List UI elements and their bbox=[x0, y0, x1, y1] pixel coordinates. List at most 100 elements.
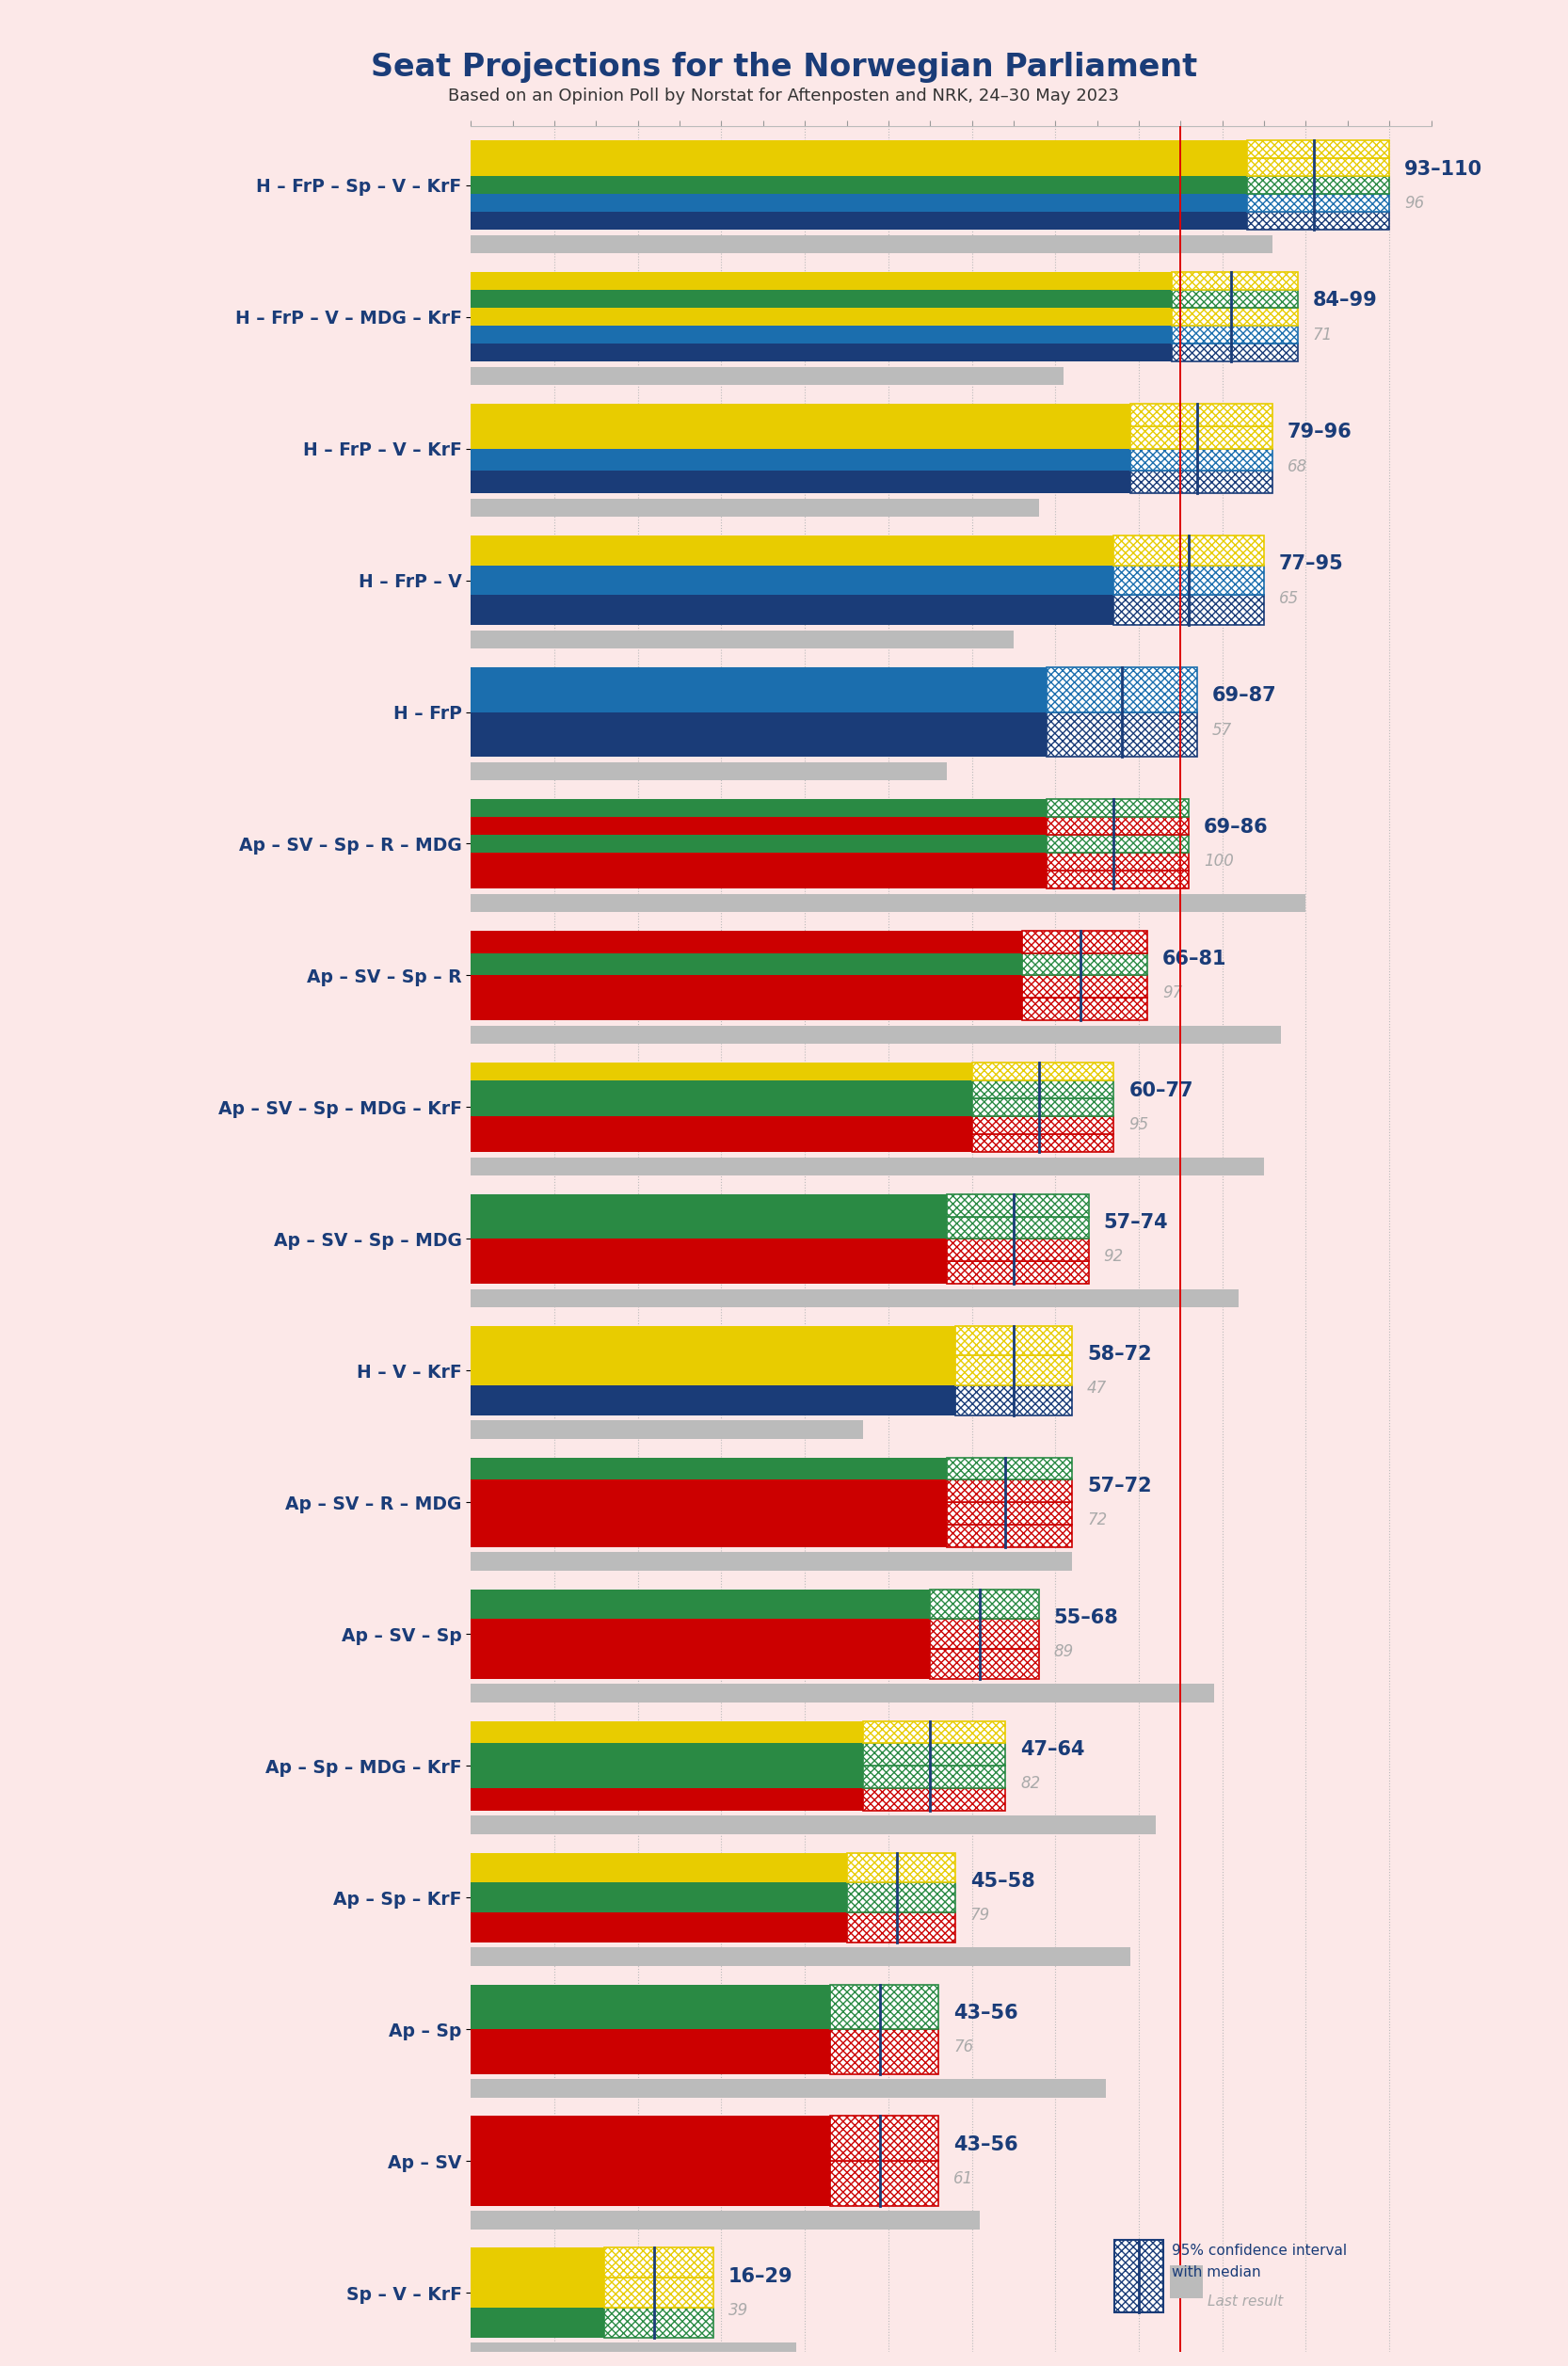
Bar bbox=[470, 2080, 1105, 2099]
Bar bbox=[470, 1420, 864, 1439]
Text: 66–81: 66–81 bbox=[1162, 949, 1226, 968]
Bar bbox=[470, 1618, 930, 1649]
Text: 95: 95 bbox=[1129, 1117, 1149, 1133]
Bar bbox=[605, 2248, 713, 2278]
Bar bbox=[470, 1479, 947, 1502]
Bar bbox=[1047, 871, 1189, 890]
Bar bbox=[470, 175, 1248, 194]
Bar bbox=[470, 800, 1047, 816]
Bar bbox=[1113, 565, 1264, 596]
Bar bbox=[470, 1947, 1131, 1966]
Bar bbox=[1248, 159, 1389, 175]
Bar bbox=[470, 629, 1013, 648]
Text: 76: 76 bbox=[953, 2039, 974, 2056]
Text: with median: with median bbox=[1171, 2267, 1261, 2278]
Text: 58–72: 58–72 bbox=[1087, 1344, 1151, 1363]
Bar bbox=[470, 1062, 972, 1081]
Bar bbox=[1248, 213, 1389, 230]
Bar bbox=[1248, 175, 1389, 194]
Bar bbox=[605, 2307, 713, 2338]
Bar bbox=[470, 1883, 847, 1912]
Bar bbox=[829, 1985, 938, 2030]
Text: 89: 89 bbox=[1054, 1644, 1074, 1661]
Bar bbox=[1047, 800, 1189, 816]
Bar bbox=[470, 712, 1047, 757]
Bar bbox=[972, 1081, 1113, 1098]
Bar bbox=[1047, 667, 1198, 712]
Bar bbox=[847, 1883, 955, 1912]
Bar bbox=[470, 762, 947, 781]
Text: 100: 100 bbox=[1204, 854, 1234, 871]
Bar bbox=[470, 1552, 1073, 1571]
Bar bbox=[470, 816, 1047, 835]
Bar bbox=[470, 1117, 972, 1133]
Bar bbox=[470, 1524, 947, 1547]
Bar bbox=[470, 1261, 947, 1285]
Bar bbox=[1173, 308, 1297, 327]
Bar bbox=[470, 140, 1248, 159]
Bar bbox=[1131, 405, 1272, 426]
Bar bbox=[470, 2248, 605, 2278]
Bar bbox=[470, 2307, 605, 2338]
Bar bbox=[470, 1289, 1239, 1308]
Text: 55–68: 55–68 bbox=[1054, 1609, 1118, 1628]
Bar bbox=[470, 367, 1063, 386]
Bar bbox=[470, 1853, 847, 1883]
Bar bbox=[470, 667, 1047, 712]
Bar bbox=[947, 1240, 1088, 1261]
Bar bbox=[470, 1789, 864, 1810]
Bar bbox=[972, 1133, 1113, 1152]
Text: 68: 68 bbox=[1287, 459, 1308, 476]
Bar bbox=[847, 1912, 955, 1942]
Bar bbox=[864, 1744, 1005, 1765]
Text: 79: 79 bbox=[971, 1907, 989, 1924]
Bar bbox=[470, 1240, 947, 1261]
Bar bbox=[955, 1356, 1073, 1386]
Bar bbox=[470, 343, 1173, 362]
Bar bbox=[947, 1524, 1073, 1547]
Text: Seat Projections for the Norwegian Parliament: Seat Projections for the Norwegian Parli… bbox=[370, 52, 1198, 83]
Bar bbox=[470, 450, 1131, 471]
Bar bbox=[930, 1649, 1038, 1680]
Bar bbox=[470, 308, 1173, 327]
Bar bbox=[1047, 816, 1189, 835]
Bar bbox=[1115, 2241, 1163, 2312]
Text: 69–87: 69–87 bbox=[1212, 686, 1276, 705]
Bar bbox=[470, 499, 1038, 518]
Bar bbox=[1173, 327, 1297, 343]
Bar bbox=[470, 2115, 829, 2160]
Bar bbox=[470, 405, 1131, 426]
Bar bbox=[470, 1744, 864, 1765]
Bar bbox=[470, 426, 1131, 450]
Bar bbox=[605, 2278, 713, 2307]
Bar bbox=[470, 1081, 972, 1098]
Bar bbox=[470, 1356, 955, 1386]
Bar bbox=[470, 2030, 829, 2075]
Text: 79–96: 79–96 bbox=[1287, 424, 1352, 442]
Bar bbox=[1248, 194, 1389, 213]
Text: 71: 71 bbox=[1312, 327, 1333, 343]
Bar bbox=[470, 565, 1113, 596]
Bar bbox=[470, 2342, 797, 2361]
Bar bbox=[470, 2160, 829, 2205]
Text: 47–64: 47–64 bbox=[1021, 1741, 1085, 1758]
Bar bbox=[1022, 930, 1148, 953]
Text: 96: 96 bbox=[1405, 194, 1424, 211]
Text: 72: 72 bbox=[1087, 1512, 1107, 1528]
Bar bbox=[470, 213, 1248, 230]
Text: 16–29: 16–29 bbox=[728, 2267, 793, 2286]
Bar bbox=[470, 1912, 847, 1942]
Bar bbox=[470, 2210, 980, 2229]
Text: 43–56: 43–56 bbox=[953, 2004, 1018, 2023]
Bar bbox=[470, 1024, 1281, 1043]
Bar bbox=[1047, 852, 1189, 871]
Bar bbox=[1131, 426, 1272, 450]
Text: 82: 82 bbox=[1021, 1774, 1040, 1791]
Bar bbox=[470, 1590, 930, 1618]
Bar bbox=[470, 1386, 955, 1415]
Text: 92: 92 bbox=[1104, 1249, 1124, 1266]
Text: 43–56: 43–56 bbox=[953, 2136, 1018, 2153]
Bar bbox=[947, 1216, 1088, 1240]
Bar bbox=[847, 1853, 955, 1883]
Bar bbox=[470, 1157, 1264, 1176]
